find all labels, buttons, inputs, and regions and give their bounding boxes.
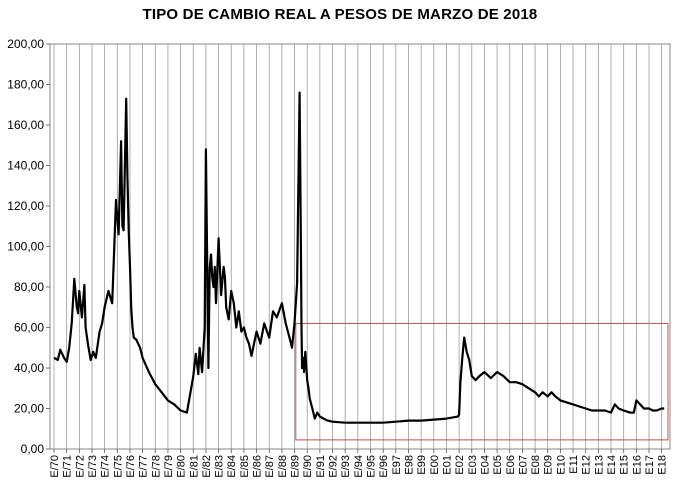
chart-title: TIPO DE CAMBIO REAL A PESOS DE MARZO DE … (142, 6, 538, 23)
x-tick-label: E02 (454, 455, 466, 475)
x-tick-label: E10 (555, 455, 567, 475)
x-tick-label: E06 (505, 455, 517, 475)
x-tick-label: E/96 (378, 455, 390, 478)
x-tick-label: E14 (606, 455, 618, 475)
x-tick-label: E/78 (150, 455, 162, 478)
x-tick-label: E16 (631, 455, 643, 475)
x-tick-label: E99 (416, 455, 428, 475)
y-tick-label: 20,00 (14, 402, 44, 416)
x-tick-label: E/89 (290, 455, 302, 478)
x-tick-label: E/74 (100, 455, 112, 478)
x-tick-label: E/71 (62, 455, 74, 478)
y-tick-label: 120,00 (7, 199, 44, 213)
x-tick-label: E15 (619, 455, 631, 475)
y-tick-label: 40,00 (14, 361, 44, 375)
x-tick-label: E01 (441, 455, 453, 475)
x-tick-label: E/84 (226, 455, 238, 478)
x-tick-label: E07 (517, 455, 529, 475)
x-tick-label: E17 (644, 455, 656, 475)
x-tick-label: E/72 (74, 455, 86, 478)
x-tick-label: E/95 (365, 455, 377, 478)
x-tick-label: E/80 (176, 455, 188, 478)
y-tick-label: 160,00 (7, 118, 44, 132)
x-tick-label: E/73 (87, 455, 99, 478)
x-tick-label: E08 (530, 455, 542, 475)
x-tick-label: E/81 (188, 455, 200, 478)
x-tick-label: E/94 (353, 455, 365, 478)
x-tick-label: E/85 (239, 455, 251, 478)
y-tick-label: 180,00 (7, 78, 44, 92)
x-tick-label: E/77 (138, 455, 150, 478)
y-tick-label: 100,00 (7, 240, 44, 254)
y-tick-label: 80,00 (14, 280, 44, 294)
y-tick-label: 140,00 (7, 159, 44, 173)
x-tick-label: E/82 (201, 455, 213, 478)
x-tick-label: E/75 (112, 455, 124, 478)
x-tick-label: E98 (403, 455, 415, 475)
y-tick-label: 200,00 (7, 37, 44, 51)
x-tick-label: E/79 (163, 455, 175, 478)
x-tick-label: E/87 (264, 455, 276, 478)
x-tick-label: E03 (467, 455, 479, 475)
x-tick-label: E05 (492, 455, 504, 475)
x-tick-label: E00 (429, 455, 441, 475)
y-tick-label: 60,00 (14, 321, 44, 335)
x-tick-label: E13 (593, 455, 605, 475)
x-tick-label: E11 (568, 455, 580, 474)
x-tick-label: E18 (657, 455, 669, 475)
x-tick-label: E/76 (125, 455, 137, 478)
x-tick-label: E/88 (277, 455, 289, 478)
x-tick-label: E04 (479, 455, 491, 475)
x-tick-label: E09 (543, 455, 555, 475)
x-tick-label: E/86 (252, 455, 264, 478)
x-tick-label: E/90 (302, 455, 314, 478)
x-tick-label: E/83 (214, 455, 226, 478)
y-tick-label: 0,00 (21, 442, 45, 456)
series-line (53, 91, 665, 424)
x-tick-label: E/92 (328, 455, 340, 478)
x-tick-label: E97 (391, 455, 403, 475)
x-tick-label: E/70 (49, 455, 61, 478)
x-tick-label: E12 (581, 455, 593, 475)
highlight-box (295, 322, 669, 441)
x-tick-label: E/93 (340, 455, 352, 478)
x-tick-label: E/91 (315, 455, 327, 478)
